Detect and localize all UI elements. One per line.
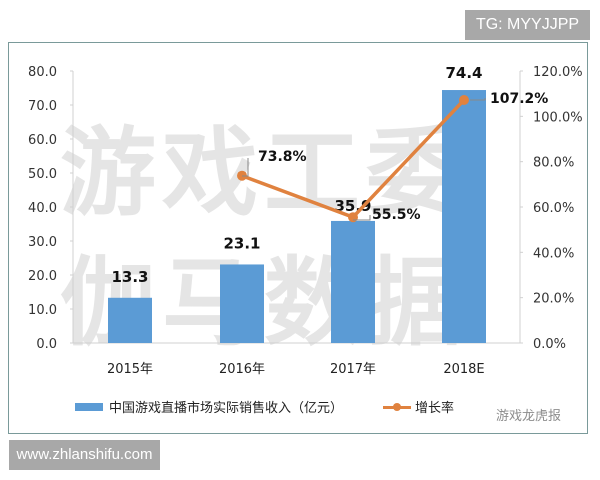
bar-value-label: 74.4	[445, 64, 482, 82]
bar-legend-label: 中国游戏直播市场实际销售收入（亿元）	[109, 401, 344, 416]
left-axis-tick-label: 70.0	[28, 99, 57, 114]
x-axis-category-label: 2017年	[330, 362, 376, 377]
bar	[108, 297, 152, 343]
bar-value-label: 35.9	[334, 197, 371, 215]
chart-frame	[8, 42, 588, 434]
right-y-axis: 0.0% 20.0% 40.0% 60.0% 80.0% 100.0% 120.0%	[519, 65, 583, 352]
bar	[331, 220, 375, 343]
bar-legend-swatch	[75, 402, 103, 411]
left-axis-tick-label: 60.0	[28, 133, 57, 148]
wechat-source-watermark: 游戏龙虎报	[496, 409, 562, 424]
left-axis-tick-label: 30.0	[28, 235, 57, 250]
growth-line-series: 73.8% 55.5% 107.2%	[237, 91, 548, 223]
left-y-axis: 0.0 10.0 20.0 30.0 40.0 50.0 60.0 70.0 80.0	[28, 65, 520, 352]
left-axis-tick-label: 10.0	[28, 303, 57, 318]
right-axis-tick-label: 80.0%	[533, 156, 574, 171]
chart-legend: 中国游戏直播市场实际销售收入（亿元） 增长率	[75, 397, 454, 416]
x-axis-category-label: 2016年	[219, 362, 265, 377]
line-point	[459, 95, 469, 106]
x-axis-category-label: 2018E	[443, 362, 484, 377]
bar	[220, 264, 264, 343]
x-axis-labels: 2015年 2016年 2017年 2018E	[107, 362, 485, 377]
right-axis-tick-label: 0.0%	[533, 337, 566, 352]
bar	[442, 90, 486, 343]
right-axis-tick-label: 20.0%	[533, 292, 574, 307]
bar-value-label: 23.1	[223, 234, 260, 252]
tg-badge: TG: MYYJJPP	[465, 10, 590, 40]
x-axis-category-label: 2015年	[107, 362, 153, 377]
url-badge: www.zhlanshifu.com	[9, 440, 160, 470]
line-legend-label: 增长率	[415, 401, 455, 416]
bar-value-label: 13.3	[111, 268, 148, 286]
right-axis-tick-label: 60.0%	[533, 201, 574, 216]
bar-series: 13.3 23.1 35.9 74.4	[108, 64, 486, 343]
left-axis-tick-label: 20.0	[28, 269, 57, 284]
growth-rate-label: 73.8%	[258, 149, 307, 165]
right-axis-tick-label: 120.0%	[533, 65, 583, 80]
left-axis-tick-label: 50.0	[28, 167, 57, 182]
growth-rate-label: 107.2%	[490, 91, 548, 107]
right-axis-tick-label: 40.0%	[533, 246, 574, 261]
growth-rate-label: 55.5%	[372, 207, 421, 223]
line-legend-swatch	[383, 402, 412, 412]
left-axis-tick-label: 40.0	[28, 201, 57, 216]
right-axis-tick-label: 100.0%	[533, 110, 583, 125]
left-axis-tick-label: 0.0	[36, 337, 57, 352]
left-axis-tick-label: 80.0	[28, 65, 57, 80]
line-point	[348, 212, 358, 223]
